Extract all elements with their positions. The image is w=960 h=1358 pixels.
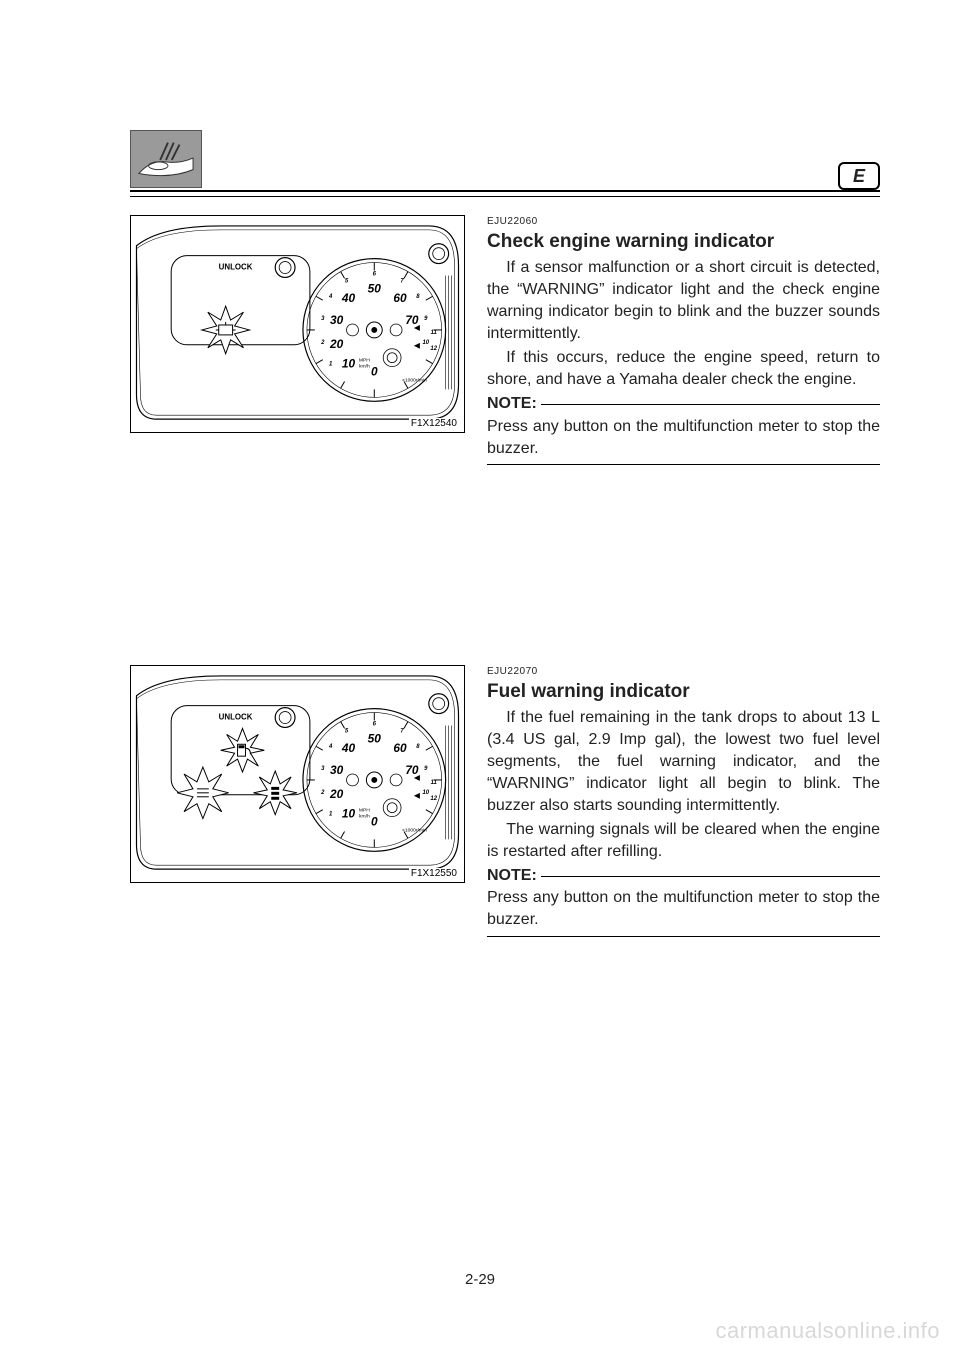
svg-text:11: 11 bbox=[431, 330, 437, 336]
end-rule bbox=[487, 936, 880, 937]
svg-text:11: 11 bbox=[431, 780, 437, 786]
svg-text:70: 70 bbox=[405, 763, 419, 777]
ref-code: EJU22060 bbox=[487, 215, 880, 229]
svg-text:30: 30 bbox=[330, 313, 344, 327]
starburst-icon bbox=[202, 306, 250, 354]
svg-text:40: 40 bbox=[341, 741, 356, 755]
svg-text:60: 60 bbox=[393, 741, 407, 755]
svg-text:UNLOCK: UNLOCK bbox=[219, 712, 253, 721]
section-heading: Check engine warning indicator bbox=[487, 229, 880, 255]
svg-text:1: 1 bbox=[329, 362, 332, 368]
note-row: NOTE: bbox=[487, 865, 880, 887]
figure-check-engine: UNLOCK bbox=[130, 215, 465, 433]
ref-code: EJU22070 bbox=[487, 665, 880, 679]
svg-text:2: 2 bbox=[320, 790, 325, 796]
svg-text:60: 60 bbox=[393, 291, 407, 305]
text-fuel-warning: EJU22070 Fuel warning indicator If the f… bbox=[487, 665, 880, 937]
language-badge-text: E bbox=[853, 166, 865, 187]
note-label: NOTE: bbox=[487, 393, 537, 415]
svg-text:km/h: km/h bbox=[359, 813, 370, 819]
svg-text:MPH: MPH bbox=[359, 807, 370, 813]
svg-text:4: 4 bbox=[328, 744, 333, 750]
svg-text:30: 30 bbox=[330, 763, 344, 777]
svg-text:50: 50 bbox=[368, 731, 382, 745]
svg-text:10: 10 bbox=[423, 340, 430, 346]
row-check-engine: UNLOCK bbox=[130, 215, 880, 465]
header-rule-thin bbox=[130, 196, 880, 197]
svg-text:50: 50 bbox=[368, 281, 382, 295]
svg-text:10: 10 bbox=[342, 806, 356, 820]
svg-text:km/h: km/h bbox=[359, 364, 370, 370]
manual-page: E UNLOCK bbox=[0, 0, 960, 1358]
svg-text:40: 40 bbox=[341, 291, 356, 305]
unlock-label: UNLOCK bbox=[219, 263, 253, 272]
note-label: NOTE: bbox=[487, 865, 537, 887]
note-row: NOTE: bbox=[487, 393, 880, 415]
paragraph: If the fuel remaining in the tank drops … bbox=[487, 707, 880, 817]
note-text: Press any button on the multifunction me… bbox=[487, 887, 880, 931]
svg-text:12: 12 bbox=[430, 346, 437, 352]
svg-text:10: 10 bbox=[342, 357, 356, 371]
language-badge: E bbox=[838, 162, 880, 190]
row-fuel-warning: UNLOCK bbox=[130, 665, 880, 937]
content-area: UNLOCK bbox=[130, 215, 880, 1298]
svg-text:10: 10 bbox=[423, 790, 430, 796]
figure-fuel-warning: UNLOCK bbox=[130, 665, 465, 883]
svg-text:20: 20 bbox=[329, 786, 344, 800]
figure-label: F1X12540 bbox=[409, 418, 459, 429]
end-rule bbox=[487, 464, 880, 465]
note-rule bbox=[541, 404, 880, 405]
svg-text:20: 20 bbox=[329, 337, 344, 351]
figure-label: F1X12550 bbox=[409, 868, 459, 879]
paragraph: If this occurs, reduce the engine speed,… bbox=[487, 347, 880, 391]
note-text: Press any button on the multifunction me… bbox=[487, 416, 880, 460]
text-check-engine: EJU22060 Check engine warning indicator … bbox=[487, 215, 880, 465]
svg-text:MPH: MPH bbox=[359, 358, 370, 364]
header-rule-thick bbox=[130, 190, 880, 192]
svg-text:70: 70 bbox=[405, 313, 419, 327]
svg-text:0: 0 bbox=[371, 365, 378, 379]
svg-text:1: 1 bbox=[329, 811, 332, 817]
jetski-icon bbox=[130, 130, 202, 188]
page-number: 2-29 bbox=[0, 1271, 960, 1288]
svg-text:0: 0 bbox=[371, 814, 378, 828]
note-rule bbox=[541, 876, 880, 877]
svg-text:12: 12 bbox=[430, 795, 437, 801]
section-heading: Fuel warning indicator bbox=[487, 679, 880, 705]
paragraph: If a sensor malfunction or a short circu… bbox=[487, 257, 880, 345]
svg-text:×1000r/min: ×1000r/min bbox=[402, 827, 427, 833]
svg-text:2: 2 bbox=[320, 340, 325, 346]
paragraph: The warning signals will be cleared when… bbox=[487, 819, 880, 863]
svg-text:×1000r/min: ×1000r/min bbox=[402, 377, 427, 383]
watermark: carmanualsonline.info bbox=[715, 1318, 940, 1344]
svg-text:4: 4 bbox=[328, 294, 333, 300]
